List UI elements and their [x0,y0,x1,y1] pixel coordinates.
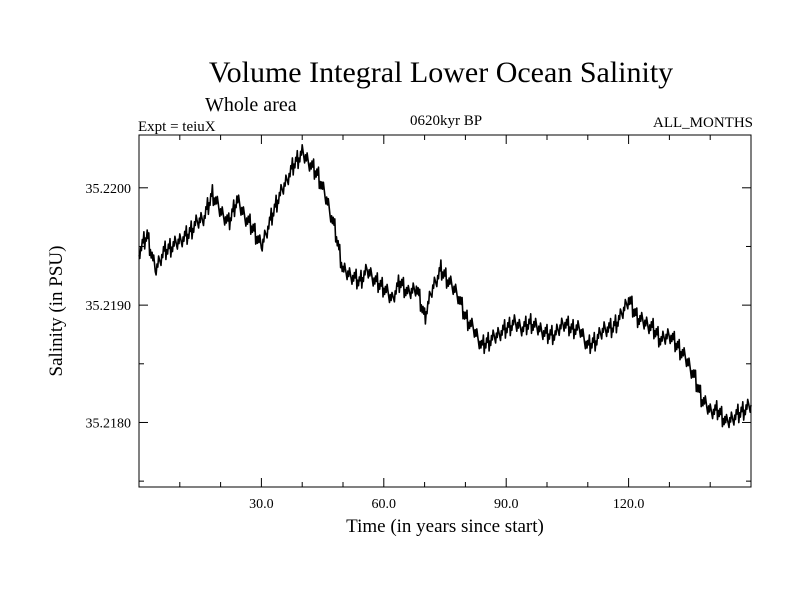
plot-frame [138,134,752,488]
x-tick-label: 90.0 [494,497,519,512]
period-label: 0620kyr BP [410,113,482,129]
x-tick-label: 60.0 [372,497,397,512]
y-axis-label: Salinity (in PSU) [46,246,67,377]
chart-subtitle: Whole area [205,94,297,116]
y-tick-label: 35.2180 [86,416,132,431]
y-tick-label: 35.2200 [86,182,132,197]
chart-title: Volume Integral Lower Ocean Salinity [209,56,673,89]
salinity-series-line [138,144,752,429]
x-axis-label: Time (in years since start) [346,516,544,537]
x-tick-label: 30.0 [249,497,274,512]
experiment-label: Expt = teiuX [138,119,216,135]
months-label: ALL_MONTHS [653,115,753,131]
y-tick-label: 35.2190 [86,299,132,314]
x-tick-label: 120.0 [613,497,645,512]
